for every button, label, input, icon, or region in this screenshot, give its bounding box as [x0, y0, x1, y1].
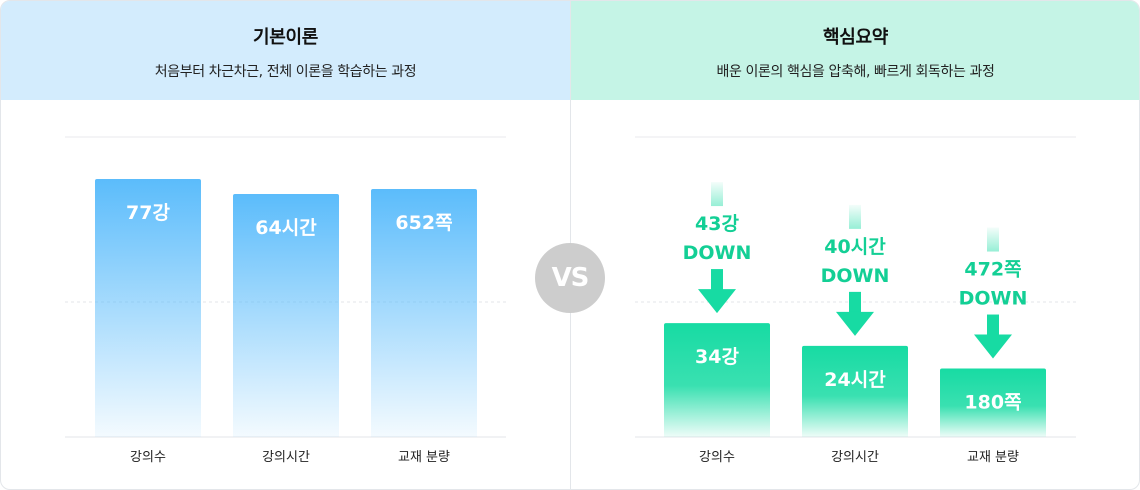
right-reduction-amount-2: 40시간: [824, 236, 886, 258]
left-category-label-3: 교재 분량: [398, 450, 450, 465]
right-arrow-tail-1: [711, 182, 723, 207]
right-reduction-down-2: DOWN: [821, 265, 890, 287]
right-panel-title: 핵심요약: [822, 27, 889, 48]
left-bar-label-1: 77강: [126, 202, 170, 224]
right-arrow-head-1: [698, 289, 736, 314]
left-bar-1: [95, 179, 201, 437]
right-arrow-tail-3: [987, 227, 999, 252]
right-arrow-stem-3: [987, 314, 999, 336]
right-arrow-stem-1: [711, 269, 723, 291]
left-panel-subtitle: 처음부터 차근차근, 전체 이론을 학습하는 과정: [154, 64, 417, 80]
right-arrow-tail-2: [849, 204, 861, 229]
left-bar-label-3: 652쪽: [395, 212, 452, 234]
left-bar-3: [371, 189, 477, 437]
vs-badge: VS: [535, 243, 605, 313]
right-bar-label-3: 180쪽: [964, 392, 1021, 414]
left-category-label-1: 강의수: [130, 450, 166, 465]
right-reduction-amount-3: 472쪽: [964, 259, 1021, 281]
right-bar-2: [802, 345, 908, 437]
left-panel-title: 기본이론: [252, 27, 319, 48]
left-category-label-2: 강의시간: [262, 450, 310, 465]
right-panel-subtitle: 배운 이론의 핵심을 압축해, 빠르게 회독하는 과정: [716, 64, 995, 80]
right-reduction-down-3: DOWN: [959, 288, 1028, 310]
left-panel-header: 기본이론 처음부터 차근차근, 전체 이론을 학습하는 과정: [1, 1, 570, 100]
right-category-label-2: 강의시간: [831, 450, 879, 465]
right-arrow-head-2: [836, 311, 874, 336]
right-reduction-down-1: DOWN: [683, 242, 752, 264]
right-arrow-stem-2: [849, 291, 861, 313]
right-reduction-amount-1: 43강: [695, 213, 739, 235]
right-bar-label-1: 34강: [695, 346, 739, 368]
right-arrow-head-3: [974, 334, 1012, 359]
left-bar-2: [233, 194, 339, 437]
right-category-label-1: 강의수: [699, 450, 735, 465]
right-bar-1: [664, 323, 770, 437]
left-bar-label-2: 64시간: [255, 217, 317, 239]
right-panel-header: 핵심요약 배운 이론의 핵심을 압축해, 빠르게 회독하는 과정: [571, 1, 1139, 100]
right-category-label-3: 교재 분량: [967, 450, 1019, 465]
right-bar-label-2: 24시간: [824, 369, 886, 391]
right-bar-3: [940, 368, 1046, 437]
